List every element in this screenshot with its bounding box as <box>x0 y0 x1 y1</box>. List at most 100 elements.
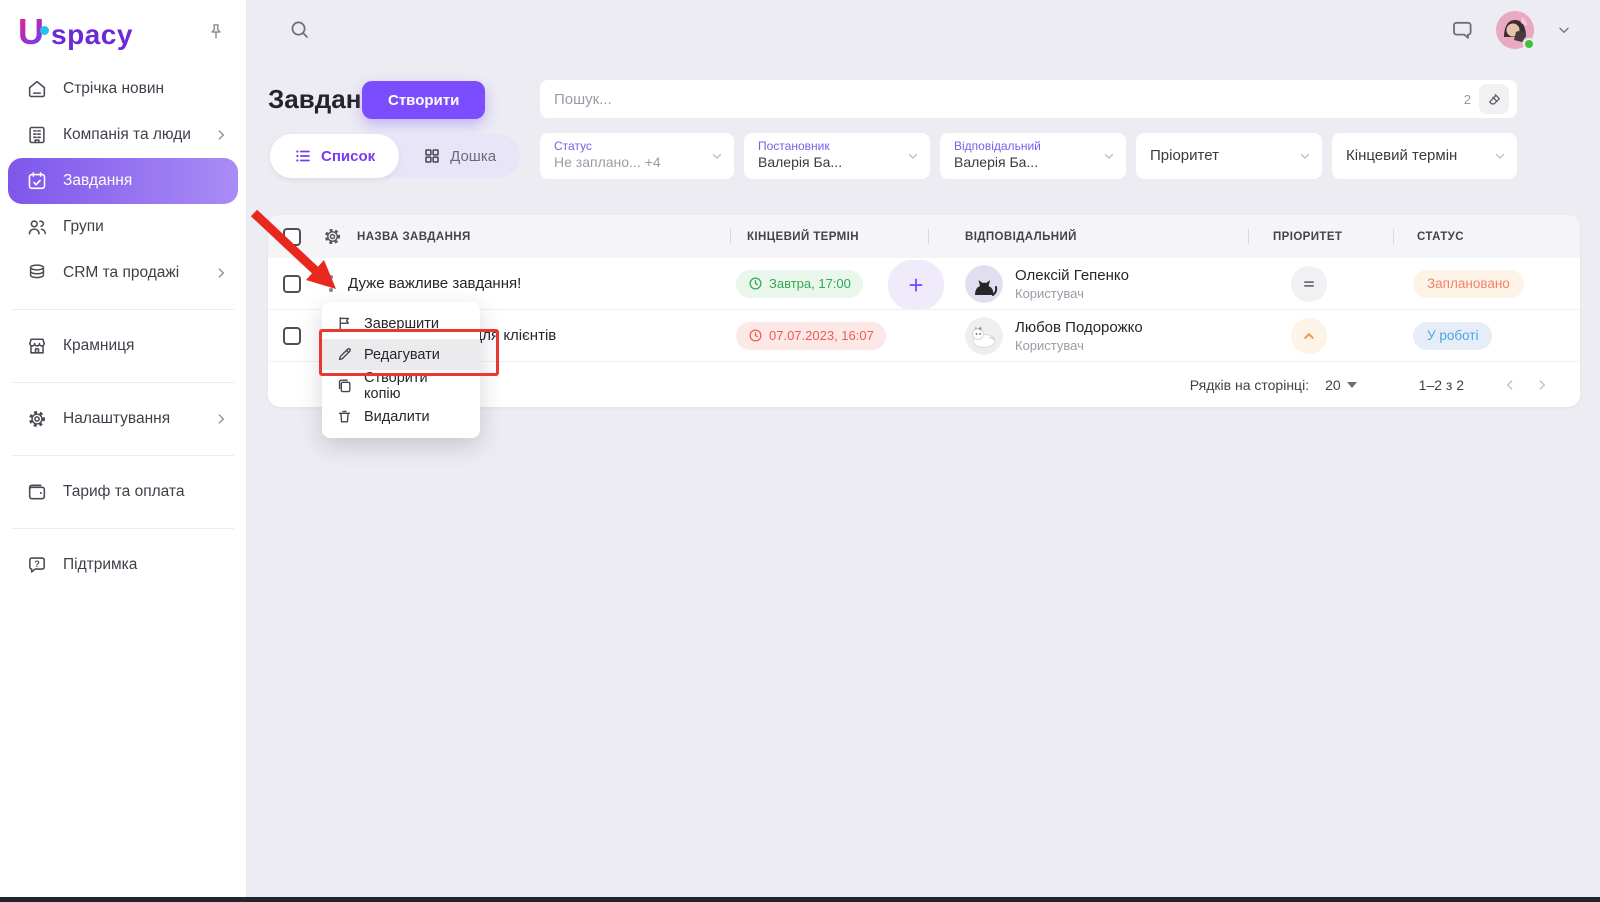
pagination-range: 1–2 з 2 <box>1418 376 1464 393</box>
chevron-down-icon[interactable] <box>1556 22 1572 38</box>
column-divider <box>1393 229 1394 244</box>
filter-value: Кінцевий термін <box>1346 147 1458 164</box>
sidebar-item-groups[interactable]: Групи <box>0 204 246 250</box>
row-checkbox[interactable] <box>283 326 301 345</box>
global-search-icon[interactable] <box>288 18 311 41</box>
tab-label: Список <box>321 147 376 165</box>
status-badge[interactable]: Заплановано <box>1413 269 1524 298</box>
sidebar-item-label: Тариф та оплата <box>63 483 185 500</box>
sidebar-item-news-feed[interactable]: Стрічка новин <box>0 66 246 112</box>
tab-board-view[interactable]: Дошка <box>399 134 520 178</box>
board-view-icon <box>423 147 441 165</box>
store-icon <box>26 335 48 357</box>
filter-deadline[interactable]: Кінцевий термін <box>1332 133 1517 179</box>
context-menu-item-complete[interactable]: Завершити <box>322 308 480 339</box>
column-divider <box>1248 229 1249 244</box>
add-task-button[interactable]: + <box>888 260 944 310</box>
chevron-down-icon <box>1102 149 1116 163</box>
row-checkbox[interactable] <box>283 274 301 293</box>
task-row[interactable]: илку для клієнтів 07.07.2023, 16:07 Любо… <box>268 310 1580 362</box>
clock-icon <box>749 277 762 290</box>
pagination-next-button[interactable] <box>1534 377 1550 393</box>
table-header: НАЗВА ЗАВДАННЯ КІНЦЕВИЙ ТЕРМІН ВІДПОВІДА… <box>268 215 1580 258</box>
assignee-name[interactable]: Олексій Гепенко <box>1015 266 1129 284</box>
table-settings-gear-icon[interactable] <box>322 226 343 247</box>
sidebar-item-billing[interactable]: Тариф та оплата <box>0 469 246 515</box>
gear-icon <box>26 408 48 430</box>
priority-medium-icon[interactable] <box>1291 265 1327 302</box>
chat-icon[interactable] <box>1450 18 1474 42</box>
view-switcher: Список Дошка <box>270 134 521 178</box>
sidebar-item-company-people[interactable]: Компанія та люди <box>0 112 246 158</box>
sidebar-item-crm[interactable]: CRM та продажі <box>0 250 246 296</box>
logo-dot-icon <box>40 25 49 35</box>
copy-icon <box>336 377 353 394</box>
sidebar-item-support[interactable]: ? Підтримка <box>0 542 246 588</box>
clock-icon <box>749 329 762 342</box>
filter-count-badge: 2 <box>1463 91 1471 107</box>
bottom-window-edge <box>0 897 1600 902</box>
filter-responsible[interactable]: Відповідальний Валерія Ба... <box>940 133 1126 179</box>
pagination-prev-button[interactable] <box>1502 377 1518 393</box>
table-pagination: Рядків на сторінці: 20 1–2 з 2 <box>268 362 1580 407</box>
filter-label: Статус <box>554 139 592 153</box>
users-icon <box>26 216 48 238</box>
assignee-role: Користувач <box>1015 337 1084 353</box>
clear-filters-button[interactable] <box>1479 84 1509 114</box>
sidebar-item-label: Налаштування <box>63 410 171 427</box>
deadline-badge: 07.07.2023, 16:07 <box>736 321 886 350</box>
column-header-responsible[interactable]: ВІДПОВІДАЛЬНИЙ <box>965 230 1077 243</box>
caret-down-icon <box>1346 381 1357 388</box>
column-divider <box>928 229 929 244</box>
create-task-button[interactable]: Створити <box>362 81 486 119</box>
support-icon: ? <box>26 554 48 576</box>
assignee-avatar[interactable] <box>965 264 1003 303</box>
filter-author[interactable]: Постановник Валерія Ба... <box>744 133 930 179</box>
wallet-icon <box>26 481 48 503</box>
status-badge[interactable]: У роботі <box>1413 321 1493 350</box>
logo-letter: U <box>18 10 44 52</box>
priority-high-icon[interactable] <box>1291 317 1327 354</box>
sidebar-menu: Стрічка новин Компанія та люди Завдання … <box>0 58 246 588</box>
calendar-check-icon <box>26 170 48 192</box>
logo-text: spacy <box>51 18 133 50</box>
chevron-right-icon <box>214 266 228 280</box>
filter-label: Постановник <box>758 139 830 153</box>
sidebar-item-marketplace[interactable]: Крамниця <box>0 323 246 369</box>
filter-extra-count: +4 <box>644 154 661 170</box>
filter-value: Валерія Ба... <box>954 154 1039 170</box>
column-header-status[interactable]: СТАТУС <box>1417 230 1464 243</box>
filter-status[interactable]: Статус Не заплано... +4 <box>540 133 734 179</box>
filter-value: Пріоритет <box>1150 147 1219 164</box>
select-all-checkbox[interactable] <box>283 227 301 246</box>
task-search-input[interactable] <box>554 90 1464 108</box>
sidebar-divider <box>12 309 234 310</box>
sidebar-item-label: CRM та продажі <box>63 264 180 281</box>
column-header-priority[interactable]: ПРІОРИТЕТ <box>1273 230 1343 243</box>
column-header-name[interactable]: НАЗВА ЗАВДАННЯ <box>357 230 471 243</box>
uspacy-logo[interactable]: U spacy <box>18 10 133 52</box>
user-avatar[interactable] <box>1496 11 1535 50</box>
sidebar-item-settings[interactable]: Налаштування <box>0 396 246 442</box>
assignee-avatar[interactable] <box>965 316 1003 355</box>
context-menu-item-edit[interactable]: Редагувати <box>322 339 480 370</box>
sidebar: U spacy Стрічка новин Компанія та люди З… <box>0 0 246 902</box>
list-view-icon <box>294 147 312 165</box>
sidebar-item-tasks[interactable]: Завдання <box>8 158 238 204</box>
task-title[interactable]: Дуже важливе завдання! <box>348 275 522 292</box>
pin-sidebar-icon[interactable] <box>206 22 226 42</box>
filter-priority[interactable]: Пріоритет <box>1136 133 1322 179</box>
row-kebab-menu-icon[interactable] <box>326 275 336 292</box>
context-menu-item-delete[interactable]: Видалити <box>322 401 480 432</box>
chevron-right-icon <box>214 128 228 142</box>
assignee-name[interactable]: Любов Подорожко <box>1015 318 1143 336</box>
chevron-down-icon <box>710 149 724 163</box>
tab-list-view[interactable]: Список <box>270 134 400 178</box>
pencil-icon <box>336 346 353 363</box>
sidebar-item-label: Стрічка новин <box>63 80 165 97</box>
topbar <box>246 0 1600 60</box>
rows-per-page-select[interactable]: 20 <box>1325 377 1357 393</box>
sidebar-divider <box>12 455 234 456</box>
context-menu-item-duplicate[interactable]: Створити копію <box>322 370 480 402</box>
column-header-deadline[interactable]: КІНЦЕВИЙ ТЕРМІН <box>747 230 859 243</box>
